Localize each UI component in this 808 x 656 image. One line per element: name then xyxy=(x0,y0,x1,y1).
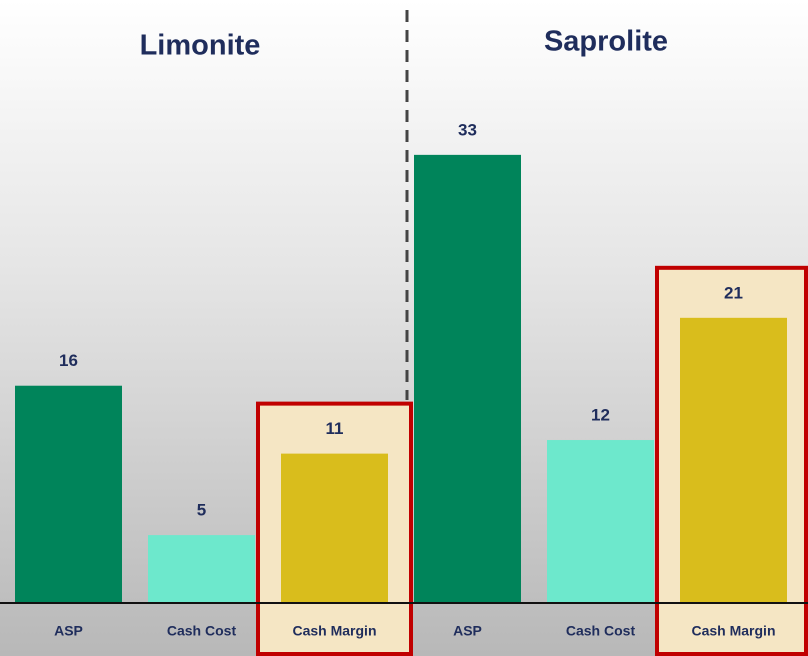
bar xyxy=(281,453,388,603)
group-title: Limonite xyxy=(140,30,261,62)
bar xyxy=(15,385,122,603)
value-label: 21 xyxy=(724,283,743,302)
x-tick-label: Cash Margin xyxy=(691,623,775,639)
value-label: 11 xyxy=(326,419,344,438)
bar xyxy=(547,440,654,603)
x-tick-label: ASP xyxy=(453,623,482,639)
value-label: 12 xyxy=(591,406,610,425)
bar xyxy=(148,535,255,603)
x-tick-label: Cash Margin xyxy=(292,623,376,639)
value-label: 33 xyxy=(458,120,477,139)
value-label: 16 xyxy=(59,351,78,370)
x-tick-label: Cash Cost xyxy=(167,623,237,639)
bar xyxy=(680,317,787,603)
bar xyxy=(414,154,521,604)
x-tick-label: Cash Cost xyxy=(566,623,636,639)
value-label: 5 xyxy=(197,501,206,520)
x-tick-label: ASP xyxy=(54,623,83,639)
group-title: Saprolite xyxy=(544,26,668,58)
